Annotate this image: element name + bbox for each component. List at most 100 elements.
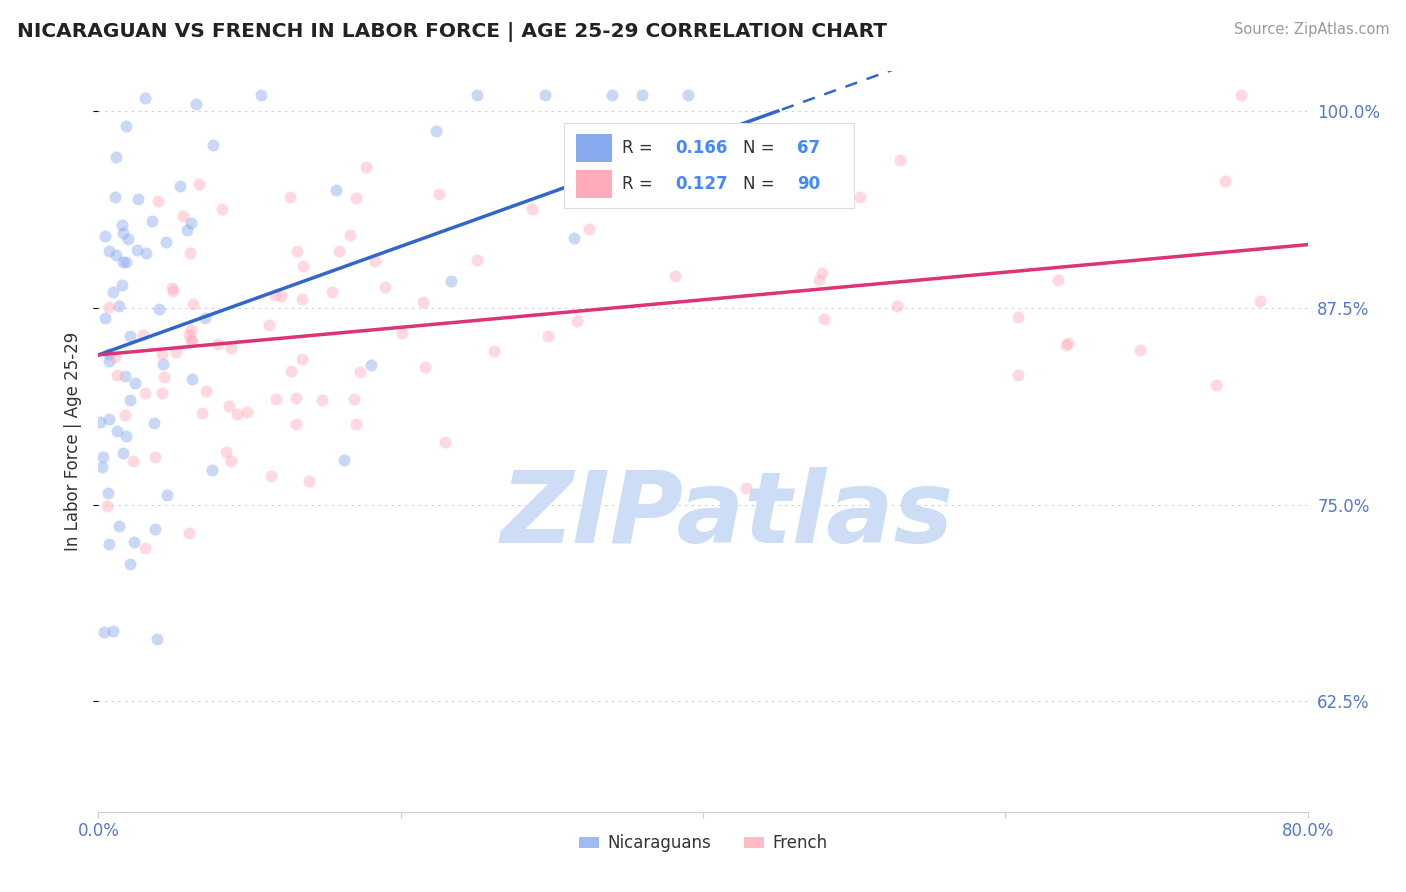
Point — [180, 323, 202, 337]
Point — [98, 354, 121, 368]
Point — [104, 248, 127, 262]
Point — [250, 87, 273, 102]
Point — [211, 202, 233, 216]
Point — [344, 417, 367, 432]
Point — [145, 522, 167, 536]
Point — [1054, 338, 1077, 352]
Point — [236, 405, 259, 419]
Point — [339, 227, 361, 242]
Point — [111, 277, 134, 292]
Point — [325, 183, 347, 197]
Point — [114, 254, 136, 268]
Point — [333, 453, 356, 467]
Point — [150, 347, 173, 361]
Point — [103, 624, 125, 638]
Point — [520, 202, 543, 216]
Point — [349, 365, 371, 379]
Text: N =: N = — [742, 175, 780, 193]
Point — [284, 391, 307, 405]
Point — [1007, 310, 1029, 325]
Point — [177, 327, 200, 342]
Point — [202, 138, 225, 153]
Point — [562, 231, 585, 245]
Point — [263, 288, 285, 302]
Point — [201, 463, 224, 477]
Point — [1129, 343, 1152, 358]
Point — [111, 219, 134, 233]
Point — [97, 301, 120, 315]
Point — [678, 87, 700, 102]
Point — [363, 254, 385, 268]
Point — [148, 301, 170, 316]
Point — [104, 150, 127, 164]
Point — [343, 392, 366, 406]
Point — [169, 179, 191, 194]
Point — [259, 469, 281, 483]
Point — [176, 223, 198, 237]
Point — [103, 190, 125, 204]
Point — [321, 285, 343, 299]
Point — [104, 350, 127, 364]
Point — [259, 318, 281, 332]
Point — [127, 244, 149, 258]
Point — [889, 153, 911, 167]
Point — [141, 214, 163, 228]
Text: NICARAGUAN VS FRENCH IN LABOR FORCE | AGE 25-29 CORRELATION CHART: NICARAGUAN VS FRENCH IN LABOR FORCE | AG… — [17, 22, 887, 42]
Point — [114, 369, 136, 384]
Text: 67: 67 — [797, 138, 821, 157]
Point — [266, 392, 288, 407]
Point — [374, 279, 396, 293]
Point — [127, 192, 149, 206]
Point — [124, 376, 146, 390]
Point — [533, 87, 555, 102]
Bar — [576, 169, 613, 198]
Point — [207, 337, 229, 351]
Point — [328, 244, 350, 259]
Point — [311, 392, 333, 407]
Point — [180, 216, 202, 230]
Point — [94, 228, 117, 243]
Point — [115, 428, 138, 442]
Point — [735, 481, 758, 495]
Point — [162, 285, 184, 299]
Point — [120, 329, 142, 343]
Point — [179, 246, 201, 260]
Point — [93, 625, 115, 640]
Point — [298, 474, 321, 488]
Point — [278, 190, 301, 204]
Point — [115, 119, 138, 133]
Point — [121, 454, 143, 468]
Point — [292, 259, 315, 273]
Point — [98, 347, 121, 361]
Point — [886, 299, 908, 313]
Bar — [576, 135, 613, 162]
Point — [114, 408, 136, 422]
Point — [1230, 87, 1253, 102]
Point — [465, 87, 488, 102]
Point — [181, 297, 204, 311]
Point — [97, 537, 120, 551]
Text: ZIPatlas: ZIPatlas — [501, 467, 953, 564]
Point — [465, 252, 488, 267]
Point — [808, 273, 831, 287]
Point — [221, 341, 243, 355]
Point — [631, 87, 654, 102]
Point — [415, 359, 437, 374]
Point — [112, 255, 135, 269]
Point — [600, 87, 623, 102]
Text: R =: R = — [621, 175, 658, 193]
Point — [152, 357, 174, 371]
Legend: Nicaraguans, French: Nicaraguans, French — [572, 828, 834, 859]
Point — [111, 226, 134, 240]
Point — [142, 416, 165, 430]
Point — [285, 417, 308, 431]
Point — [94, 310, 117, 325]
Point — [108, 519, 131, 533]
Point — [132, 327, 155, 342]
Point — [1007, 368, 1029, 383]
Point — [811, 266, 834, 280]
Point — [578, 221, 600, 235]
Point — [186, 97, 208, 112]
Point — [567, 314, 589, 328]
Point — [134, 386, 156, 401]
